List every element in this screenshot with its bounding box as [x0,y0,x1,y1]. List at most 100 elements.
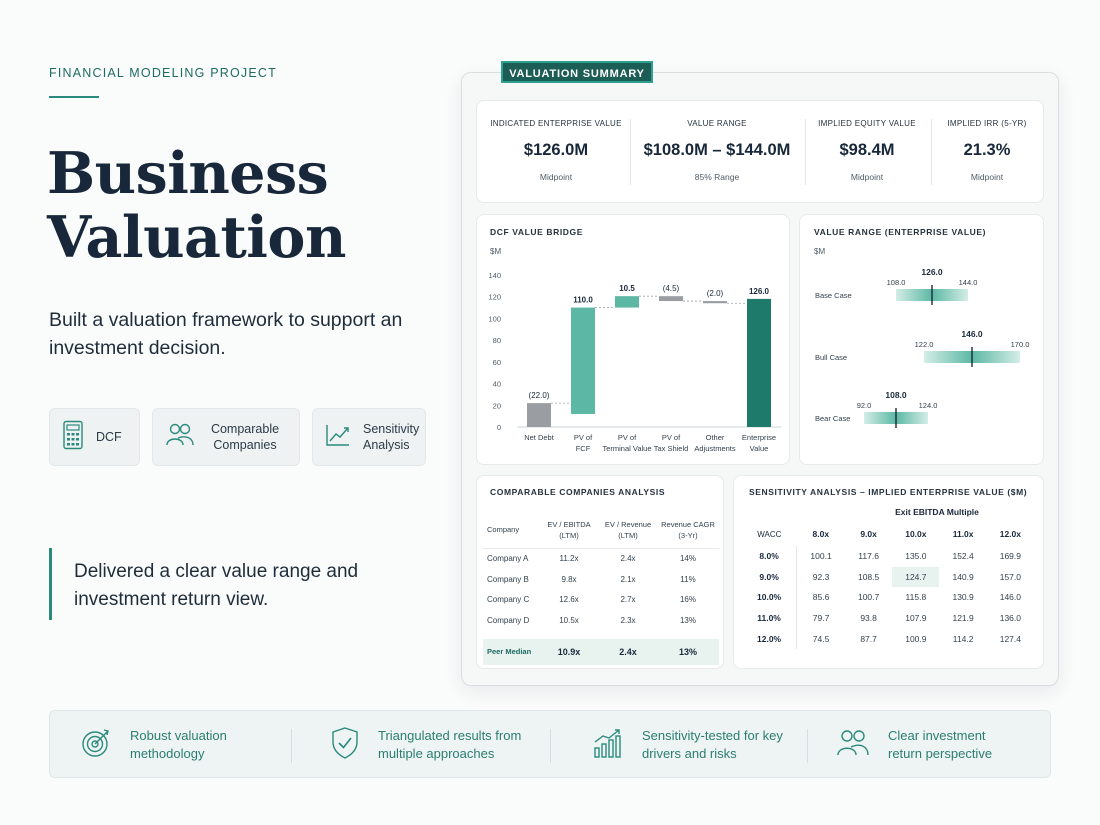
table-cell: 13% [679,615,696,625]
y-tick-label: 80 [493,336,501,345]
table-cell: 74.5 [812,633,830,644]
sensitivity-table: WACC 8.0x 9.0x 10.0x 11.0x 12.0x 8.0% 100.1 117… [742,522,1034,649]
table-cell: 11.2x [559,554,579,564]
range-low-label: 92.0 [857,401,872,410]
table-cell: 135.0 [905,551,927,562]
table-cell: Company B [487,574,529,584]
eyebrow-label: FINANCIAL MODELING PROJECT [49,66,277,80]
table-cell: 14% [679,554,696,564]
kpi-irr: IMPLIED IRR (5-YR) 21.3% Midpoint [933,101,1041,202]
range-mid-label: 126.0 [921,267,943,277]
card-title: SENSITIVITY ANALYSIS – IMPLIED ENTERPRIS… [749,487,1028,497]
people-icon [165,422,195,452]
y-tick-label: 20 [493,401,501,410]
table-cell: 2.3x [620,615,636,625]
column-header: EV / EBITDA (LTM) [539,512,599,549]
kpi-divider [630,119,631,185]
table-spacer [483,631,719,639]
table-cell: 8.0% [742,546,798,567]
table-row: 8.0% 100.1 117.6 135.0 152.4 169.9 [742,546,1034,567]
method-label: Comparable Companies [210,422,280,452]
x-tick-label: PV of [618,433,637,442]
bar-value-label: (4.5) [663,284,680,293]
kpi-sub: 85% Range [694,172,740,182]
range-mid-label: 146.0 [961,329,983,339]
kpi-value: 21.3% [963,141,1011,159]
column-header: WACC [757,529,782,539]
x-tick-label: Adjustments [694,444,736,453]
table-row: Company D 10.5x 2.3x 13% [483,610,719,631]
range-low-label: 122.0 [915,340,934,349]
method-label: DCF [96,430,122,444]
dcf-bridge-card: DCF VALUE BRIDGE $M 0 20 40 60 80 100 120 140 (2… [476,214,790,465]
table-cell: 100.1 [810,551,832,562]
range-case-label: Bull Case [815,353,847,362]
method-chip-comps[interactable]: Comparable Companies [152,408,300,466]
x-tick-label: FCF [576,444,591,453]
dashboard-panel: INDICATED ENTERPRISE VALUE $126.0M Midpo… [461,72,1059,686]
table-cell: 130.9 [952,592,974,603]
kpi-label: IMPLIED EQUITY VALUE [818,119,916,128]
bar-value-label: (22.0) [529,391,550,400]
kpi-sub: Midpoint [970,172,1004,182]
median-cell: 13% [657,638,719,665]
table-row: 9.0% 92.3 108.5 124.7 140.9 157.0 [742,566,1034,588]
method-chip-dcf[interactable]: DCF [49,408,140,466]
kpi-sub: Midpoint [850,172,884,182]
feature-return: Clear investment return perspective [836,711,1036,779]
table-cell: 16% [679,595,696,605]
table-cell: 124.7 [892,566,940,588]
x-tick-label: Value [750,444,769,453]
table-cell: 9.0% [742,566,798,588]
table-cell: 10.5x [559,615,579,625]
feature-methodology: Robust valuation methodology [80,711,290,779]
card-title: COMPARABLE COMPANIES ANALYSIS [490,487,666,497]
table-row: Company B 9.8x 2.1x 11% [483,569,719,590]
table-cell: 9.8x [561,574,577,584]
column-header: 10.0x [905,529,927,539]
waterfall-bar [571,307,595,414]
comps-table: Company EV / EBITDA (LTM) EV / Revenue (… [483,512,719,665]
waterfall-bar [659,296,683,302]
x-tick-label: PV of [662,433,681,442]
feature-divider [291,729,292,763]
kpi-enterprise-value: INDICATED ENTERPRISE VALUE $126.0M Midpo… [485,101,627,202]
trend-chart-icon [325,423,351,451]
calculator-icon [62,420,84,454]
table-cell: 117.6 [858,551,879,562]
target-icon [80,727,112,764]
waterfall-bar [615,296,639,308]
kpi-value: $126.0M [523,141,589,159]
kpi-divider [805,119,806,185]
table-cell: 115.8 [905,592,927,603]
callout-text: Delivered a clear value range and invest… [49,548,429,620]
kpi-value: $108.0M – $144.0M [643,141,791,159]
table-cell: 108.5 [857,571,880,582]
column-header: 11.0x [952,529,974,539]
method-label: Sensitivity Analysis [363,422,420,452]
value-range-card: VALUE RANGE (ENTERPRISE VALUE) $M Base C… [799,214,1044,465]
kpi-sub: Midpoint [539,172,573,182]
table-cell: 152.4 [952,551,974,562]
y-tick-label: 40 [493,380,501,389]
card-title: VALUE RANGE (ENTERPRISE VALUE) [814,227,987,237]
bar-value-label: 126.0 [749,287,770,296]
table-header-row: WACC 8.0x 9.0x 10.0x 11.0x 12.0x [742,522,1034,546]
x-tick-label: PV of [574,433,593,442]
feature-label: Sensitivity-tested for key drivers and r… [642,728,783,761]
kpi-equity-value: IMPLIED EQUITY VALUE $98.4M Midpoint [807,101,927,202]
kpi-divider [931,119,932,185]
bar-value-label: (2.0) [707,289,724,298]
method-chip-sensitivity[interactable]: Sensitivity Analysis [312,408,426,466]
table-cell: 146.0 [999,592,1021,603]
table-cell: 12.0% [742,628,798,649]
range-high-label: 170.0 [1011,340,1030,349]
table-cell: 11% [680,574,696,584]
feature-label: Triangulated results from multiple appro… [378,728,522,761]
median-row: Peer Median 10.9x 2.4x 13% [483,638,719,665]
table-row: Company A 11.2x 2.4x 14% [483,548,719,569]
feature-triangulated: Triangulated results from multiple appro… [330,711,550,779]
sensitivity-card: SENSITIVITY ANALYSIS – IMPLIED ENTERPRIS… [733,475,1044,669]
x-tick-label: Tax Shield [654,444,689,453]
table-row: 10.0% 85.6 100.7 115.8 130.9 146.0 [742,587,1034,608]
